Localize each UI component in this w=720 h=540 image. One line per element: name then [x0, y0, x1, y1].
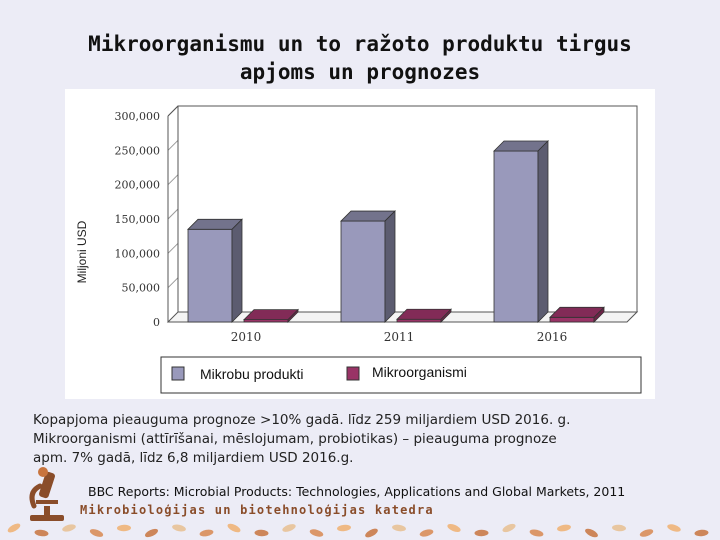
- gridline-side: [167, 277, 179, 289]
- gridline-side: [167, 174, 179, 186]
- y-tick-label: 0: [153, 316, 160, 329]
- legend-swatch-mikroorganismi: [346, 366, 360, 381]
- gridline-side: [167, 208, 179, 220]
- bar-mikroorganismi-2011: [396, 308, 452, 323]
- back-wall: [177, 105, 638, 313]
- source-citation: BBC Reports: Microbial Products: Technol…: [88, 484, 626, 499]
- notes-text: Kopapjoma pieauguma prognoze >10% gadā. …: [33, 411, 703, 468]
- y-tick-label: 300,000: [115, 110, 161, 123]
- gridline-side: [167, 242, 179, 254]
- note-line-3: apm. 7% gadā, līdz 6,8 miljardiem USD 20…: [33, 450, 354, 466]
- bar-mikrobu-produkti-2011: [340, 210, 396, 323]
- slide-title: Mikroorganismu un to ražoto produktu tir…: [0, 30, 720, 86]
- x-tick-label-2016: 2016: [537, 330, 568, 344]
- title-line-2: apjoms un prognozes: [239, 60, 481, 84]
- x-tick-label-2011: 2011: [384, 330, 415, 344]
- bar-mikrobu-produkti-2010: [187, 218, 243, 323]
- x-tick-labels: 2010 2011 2016: [231, 330, 568, 344]
- x-tick-label-2010: 2010: [231, 330, 262, 344]
- legend: Mikrobu produkti Mikroorganismi: [160, 356, 642, 394]
- bar-chart: 0 50,000 100,000 150,000 200,000 250,000 300,0…: [75, 105, 642, 394]
- y-tick-label: 200,000: [115, 179, 161, 192]
- title-line-1: Mikroorganismu un to ražoto produktu tir…: [88, 32, 632, 56]
- side-wall-top: [167, 105, 179, 117]
- legend-label-mikrobu-produkti: Mikrobu produkti: [200, 366, 304, 382]
- y-tick-label: 50,000: [122, 282, 161, 295]
- y-tick-labels: 0 50,000 100,000 150,000 200,000 250,000 300,0…: [115, 110, 161, 329]
- legend-swatch-mikrobu-produkti: [171, 366, 185, 381]
- bar-mikrobu-produkti-2016: [493, 140, 549, 323]
- bars: [187, 140, 605, 323]
- legend-box: [160, 356, 642, 394]
- note-line-1: Kopapjoma pieauguma prognoze >10% gadā. …: [33, 412, 571, 428]
- y-tick-label: 250,000: [115, 144, 161, 157]
- bar-mikroorganismi-2016: [549, 306, 605, 323]
- microscope-icon: [29, 467, 64, 521]
- legend-label-mikroorganismi: Mikroorganismi: [372, 364, 467, 380]
- bacteria-pattern: [7, 523, 709, 538]
- department-name: Mikrobioloģijas un biotehnoloģijas kated…: [80, 503, 434, 517]
- y-tick-label: 150,000: [115, 213, 161, 226]
- bar-mikroorganismi-2010: [243, 308, 299, 323]
- y-tick-label: 100,000: [115, 247, 161, 260]
- chart-panel: 0 50,000 100,000 150,000 200,000 250,000 300,0…: [65, 89, 655, 399]
- gridline-side: [167, 139, 179, 151]
- y-axis-label: Miljoni USD: [75, 220, 89, 283]
- note-line-2: Mikroorganismi (attīrīšanai, mēslojumam,…: [33, 431, 557, 447]
